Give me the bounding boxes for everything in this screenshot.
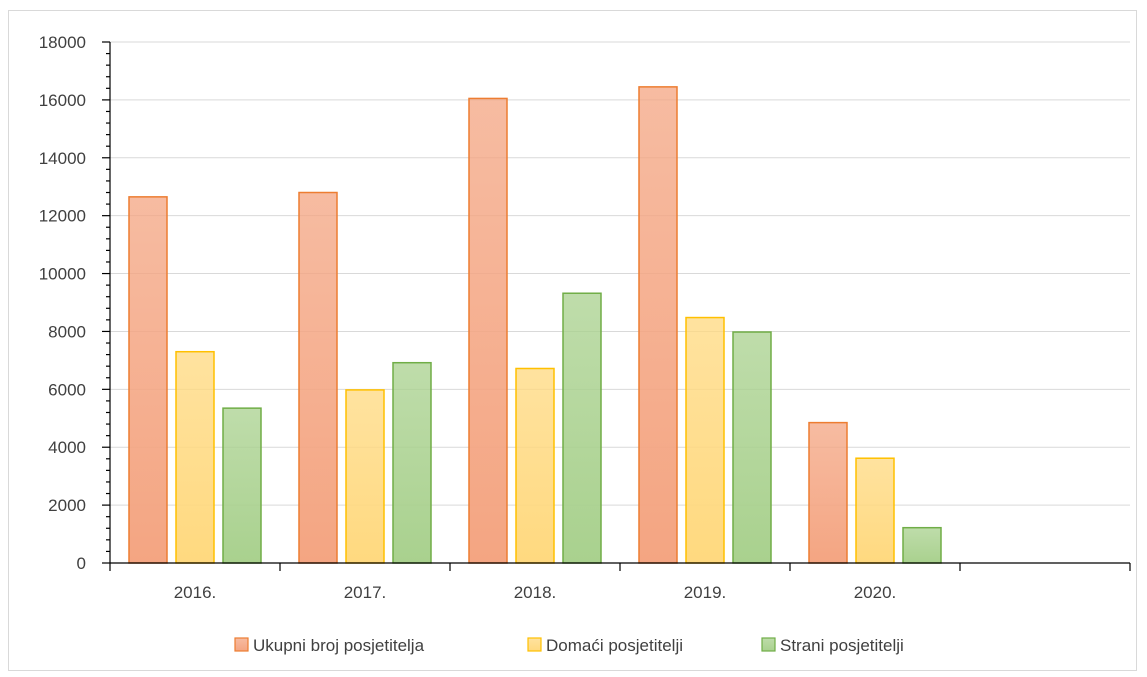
y-tick-label: 16000	[39, 91, 86, 110]
y-tick-label: 18000	[39, 33, 86, 52]
x-tick-label: 2016.	[174, 583, 217, 602]
y-tick-label: 0	[77, 554, 86, 573]
y-tick-labels: 0 2000 4000 6000 8000 10000 12000 14000 16000 180…	[39, 33, 86, 573]
legend-swatch	[527, 637, 542, 652]
y-tick-label: 8000	[48, 322, 86, 341]
bar	[345, 389, 385, 564]
bar	[855, 457, 895, 564]
y-tick-label: 12000	[39, 207, 86, 226]
bar	[175, 350, 215, 564]
bar	[732, 331, 772, 564]
bar	[562, 292, 602, 564]
x-tick-labels: 2016. 2017. 2018. 2019. 2020.	[174, 583, 897, 602]
bar	[298, 191, 338, 564]
gridlines	[110, 41, 1130, 506]
bar	[515, 367, 555, 564]
y-tick-label: 10000	[39, 265, 86, 284]
y-tick-label: 14000	[39, 149, 86, 168]
bar	[638, 86, 678, 564]
bar	[222, 407, 262, 564]
legend-swatch	[761, 637, 776, 652]
x-tick-label: 2020.	[854, 583, 897, 602]
legend-label: Ukupni broj posjetitelja	[253, 636, 425, 655]
x-tick-label: 2018.	[514, 583, 557, 602]
legend-swatch	[234, 637, 249, 652]
x-tick-label: 2017.	[344, 583, 387, 602]
axes	[102, 41, 1131, 571]
legend-label: Domaći posjetitelji	[546, 636, 683, 655]
y-tick-label: 4000	[48, 438, 86, 457]
bar	[392, 361, 432, 564]
bar	[468, 97, 508, 564]
x-tick-label: 2019.	[684, 583, 727, 602]
bar	[685, 316, 725, 564]
y-tick-label: 6000	[48, 380, 86, 399]
bars	[128, 86, 942, 564]
bar	[902, 526, 942, 564]
legend: Ukupni broj posjetitelja Domaći posjetite…	[234, 636, 904, 655]
bar	[808, 421, 848, 564]
bar	[128, 196, 168, 564]
y-tick-label: 2000	[48, 496, 86, 515]
legend-label: Strani posjetitelji	[780, 636, 904, 655]
